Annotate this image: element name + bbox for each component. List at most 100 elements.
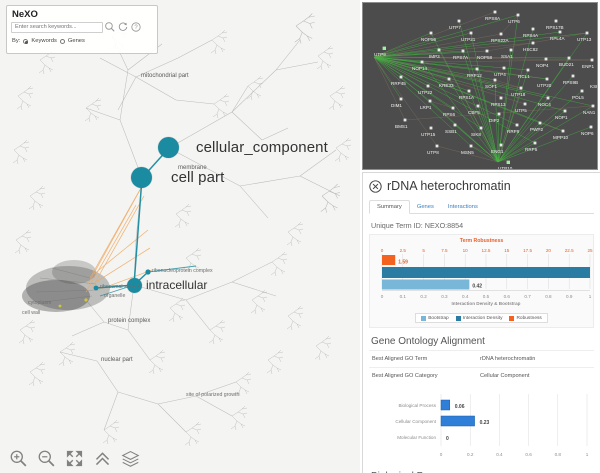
- gene-node-label[interactable]: LRP1: [420, 105, 432, 110]
- gene-node-label[interactable]: UTP10: [498, 166, 513, 170]
- gene-node-label[interactable]: KRE33: [439, 83, 454, 88]
- legend-item-robustness: Robustness: [509, 315, 542, 321]
- gene-interaction-network-panel[interactable]: UTP9 NOP56 UTP7 RPS8A UTP6 RPS17B UTP21 RPS22A R…: [362, 2, 598, 170]
- layers-icon[interactable]: [121, 449, 140, 468]
- gene-node-label[interactable]: UTP22: [418, 90, 433, 95]
- ontology-tree-graph[interactable]: [0, 0, 360, 473]
- go-alignment-chart: 0 0.2 0.4 0.6 0.8 1 Biological Process 0.06 Cell…: [369, 390, 594, 467]
- zoom-out-icon[interactable]: [37, 449, 56, 468]
- gene-node-label[interactable]: HSC82: [523, 47, 538, 52]
- svg-text:Interaction Density & Bootstra: Interaction Density & Bootstrap: [452, 301, 521, 306]
- svg-text:0: 0: [440, 452, 443, 457]
- gene-node-label[interactable]: MSN5: [461, 150, 474, 155]
- gene-node-label[interactable]: ENP1: [582, 64, 594, 69]
- view-toolbar[interactable]: [0, 443, 360, 473]
- gene-node-label[interactable]: KSP1: [590, 84, 598, 89]
- gene-node-label[interactable]: UTP7: [449, 25, 461, 30]
- radio-keywords-label: Keywords: [31, 38, 57, 44]
- gene-node-label[interactable]: RPS8A: [485, 16, 501, 21]
- reset-icon[interactable]: [117, 21, 129, 33]
- svg-text:2.5: 2.5: [400, 248, 407, 253]
- gene-node-label[interactable]: RCL1: [518, 74, 530, 79]
- tab-summary[interactable]: Summary: [369, 200, 410, 214]
- tab-interactions[interactable]: Interactions: [447, 204, 478, 210]
- gene-node-label[interactable]: CBF5: [468, 110, 480, 115]
- gene-node-label[interactable]: NOP4: [536, 63, 549, 68]
- gene-node-label[interactable]: NOP14: [412, 66, 428, 71]
- robustness-chart: Term Robustness 0 2.5 5 7.5 10 12.5 15 17.5 20 22…: [369, 234, 594, 328]
- gene-node-label[interactable]: PWP2: [530, 127, 543, 132]
- gene-node-label[interactable]: BMS1: [395, 124, 408, 129]
- gene-node-label[interactable]: NOP1: [555, 115, 568, 120]
- gene-node-label[interactable]: UTP13: [577, 37, 592, 42]
- gene-node-label[interactable]: SOF1: [485, 84, 497, 89]
- svg-text:0.8: 0.8: [555, 452, 562, 457]
- gene-node-label[interactable]: SSA1: [501, 54, 513, 59]
- tab-genes[interactable]: Genes: [416, 204, 434, 210]
- gene-node-label[interactable]: RPS7A: [453, 55, 469, 60]
- gene-node-label[interactable]: UTP8: [427, 150, 439, 155]
- gene-network-graph[interactable]: UTP9 NOP56 UTP7 RPS8A UTP6 RPS17B UTP21 RPS22A R…: [363, 3, 598, 170]
- gene-node-label[interactable]: SIK8: [471, 132, 481, 137]
- zoom-in-icon[interactable]: [9, 449, 28, 468]
- gene-node-label[interactable]: RPS4A: [523, 33, 539, 38]
- gene-node-label[interactable]: DIM1: [391, 103, 402, 108]
- gene-node-label[interactable]: RPS9B: [563, 80, 578, 85]
- gene-node-label[interactable]: NOP6: [581, 131, 594, 136]
- tree-node-cell-part[interactable]: [131, 167, 152, 188]
- tree-node-cellular-component[interactable]: [158, 137, 179, 158]
- legend-label-robustness: Robustness: [516, 315, 542, 321]
- go-alignment-title: Gene Ontology Alignment: [371, 336, 485, 347]
- gene-node-label[interactable]: IMP3: [429, 54, 440, 59]
- gene-node-label[interactable]: ENG1: [491, 149, 504, 154]
- gene-node-label[interactable]: NAN1: [583, 110, 596, 115]
- gene-node-label[interactable]: RPS6: [443, 112, 455, 117]
- gene-node-label[interactable]: RPL4A: [550, 36, 565, 41]
- svg-text:0.4: 0.4: [462, 294, 469, 299]
- close-icon[interactable]: [369, 179, 382, 193]
- gene-node-label[interactable]: UTP15: [421, 132, 436, 137]
- gene-node-label[interactable]: SSB1: [445, 129, 457, 134]
- help-icon[interactable]: ?: [130, 21, 142, 33]
- tree-node-intracellular[interactable]: [127, 278, 142, 293]
- robustness-chart-svg: 0 2.5 5 7.5 10 12.5 15 17.5 20 22.5 25 1.59 0.42 0 0.1…: [381, 248, 593, 306]
- collapse-tree-icon[interactable]: [93, 449, 112, 468]
- gene-node-label[interactable]: RPS22A: [491, 38, 510, 43]
- gene-node-label[interactable]: UTP5: [515, 108, 527, 113]
- svg-text:22.5: 22.5: [565, 248, 574, 253]
- gene-node-label[interactable]: RRP12: [467, 73, 482, 78]
- gene-node-label[interactable]: RPS13: [491, 102, 506, 107]
- gene-node-label[interactable]: RRP5: [525, 147, 538, 152]
- gene-node-label[interactable]: NOP56: [421, 37, 437, 42]
- gene-node-label[interactable]: RPS1A: [459, 95, 475, 100]
- gene-node-label[interactable]: NOP58: [477, 55, 493, 60]
- gene-node-label[interactable]: POL5: [572, 95, 584, 100]
- gene-node-label[interactable]: RPS17B: [546, 25, 564, 30]
- search-icon[interactable]: [104, 21, 116, 33]
- gene-node-label[interactable]: UTP6: [508, 19, 520, 24]
- gene-node-label[interactable]: UTP4: [494, 72, 506, 77]
- gene-node-label[interactable]: MPP10: [553, 135, 569, 140]
- detail-header: rDNA heterochromatin: [363, 173, 600, 195]
- legend-label-interaction-density: Interaction Density: [462, 315, 503, 321]
- detail-tabs[interactable]: Summary Genes Interactions: [369, 200, 594, 214]
- radio-keywords[interactable]: [23, 38, 29, 44]
- gene-node-label[interactable]: UTP20: [537, 83, 552, 88]
- gene-node-label[interactable]: UTP18: [511, 92, 526, 97]
- gene-node-label[interactable]: RRP45: [391, 81, 406, 86]
- gene-node-label[interactable]: DIP2: [489, 118, 500, 123]
- fit-to-screen-icon[interactable]: [65, 449, 84, 468]
- svg-text:?: ?: [134, 25, 138, 31]
- search-input[interactable]: [11, 21, 103, 33]
- svg-text:0.8: 0.8: [545, 294, 552, 299]
- gene-node-label[interactable]: NOC4: [538, 102, 551, 107]
- gene-node-label[interactable]: UTP21: [461, 37, 476, 42]
- ontology-tree-panel[interactable]: cellular_component cell part intracellul…: [0, 0, 360, 473]
- go-term-key: Best Aligned GO Term: [372, 356, 428, 362]
- radio-genes[interactable]: [59, 38, 65, 44]
- gene-node-label[interactable]: BUD21: [559, 62, 574, 67]
- search-panel[interactable]: NeXO ? By: Keywords: [6, 5, 158, 54]
- gene-node-label[interactable]: UTP9: [374, 52, 386, 57]
- gene-node-label[interactable]: RRP9: [507, 129, 520, 134]
